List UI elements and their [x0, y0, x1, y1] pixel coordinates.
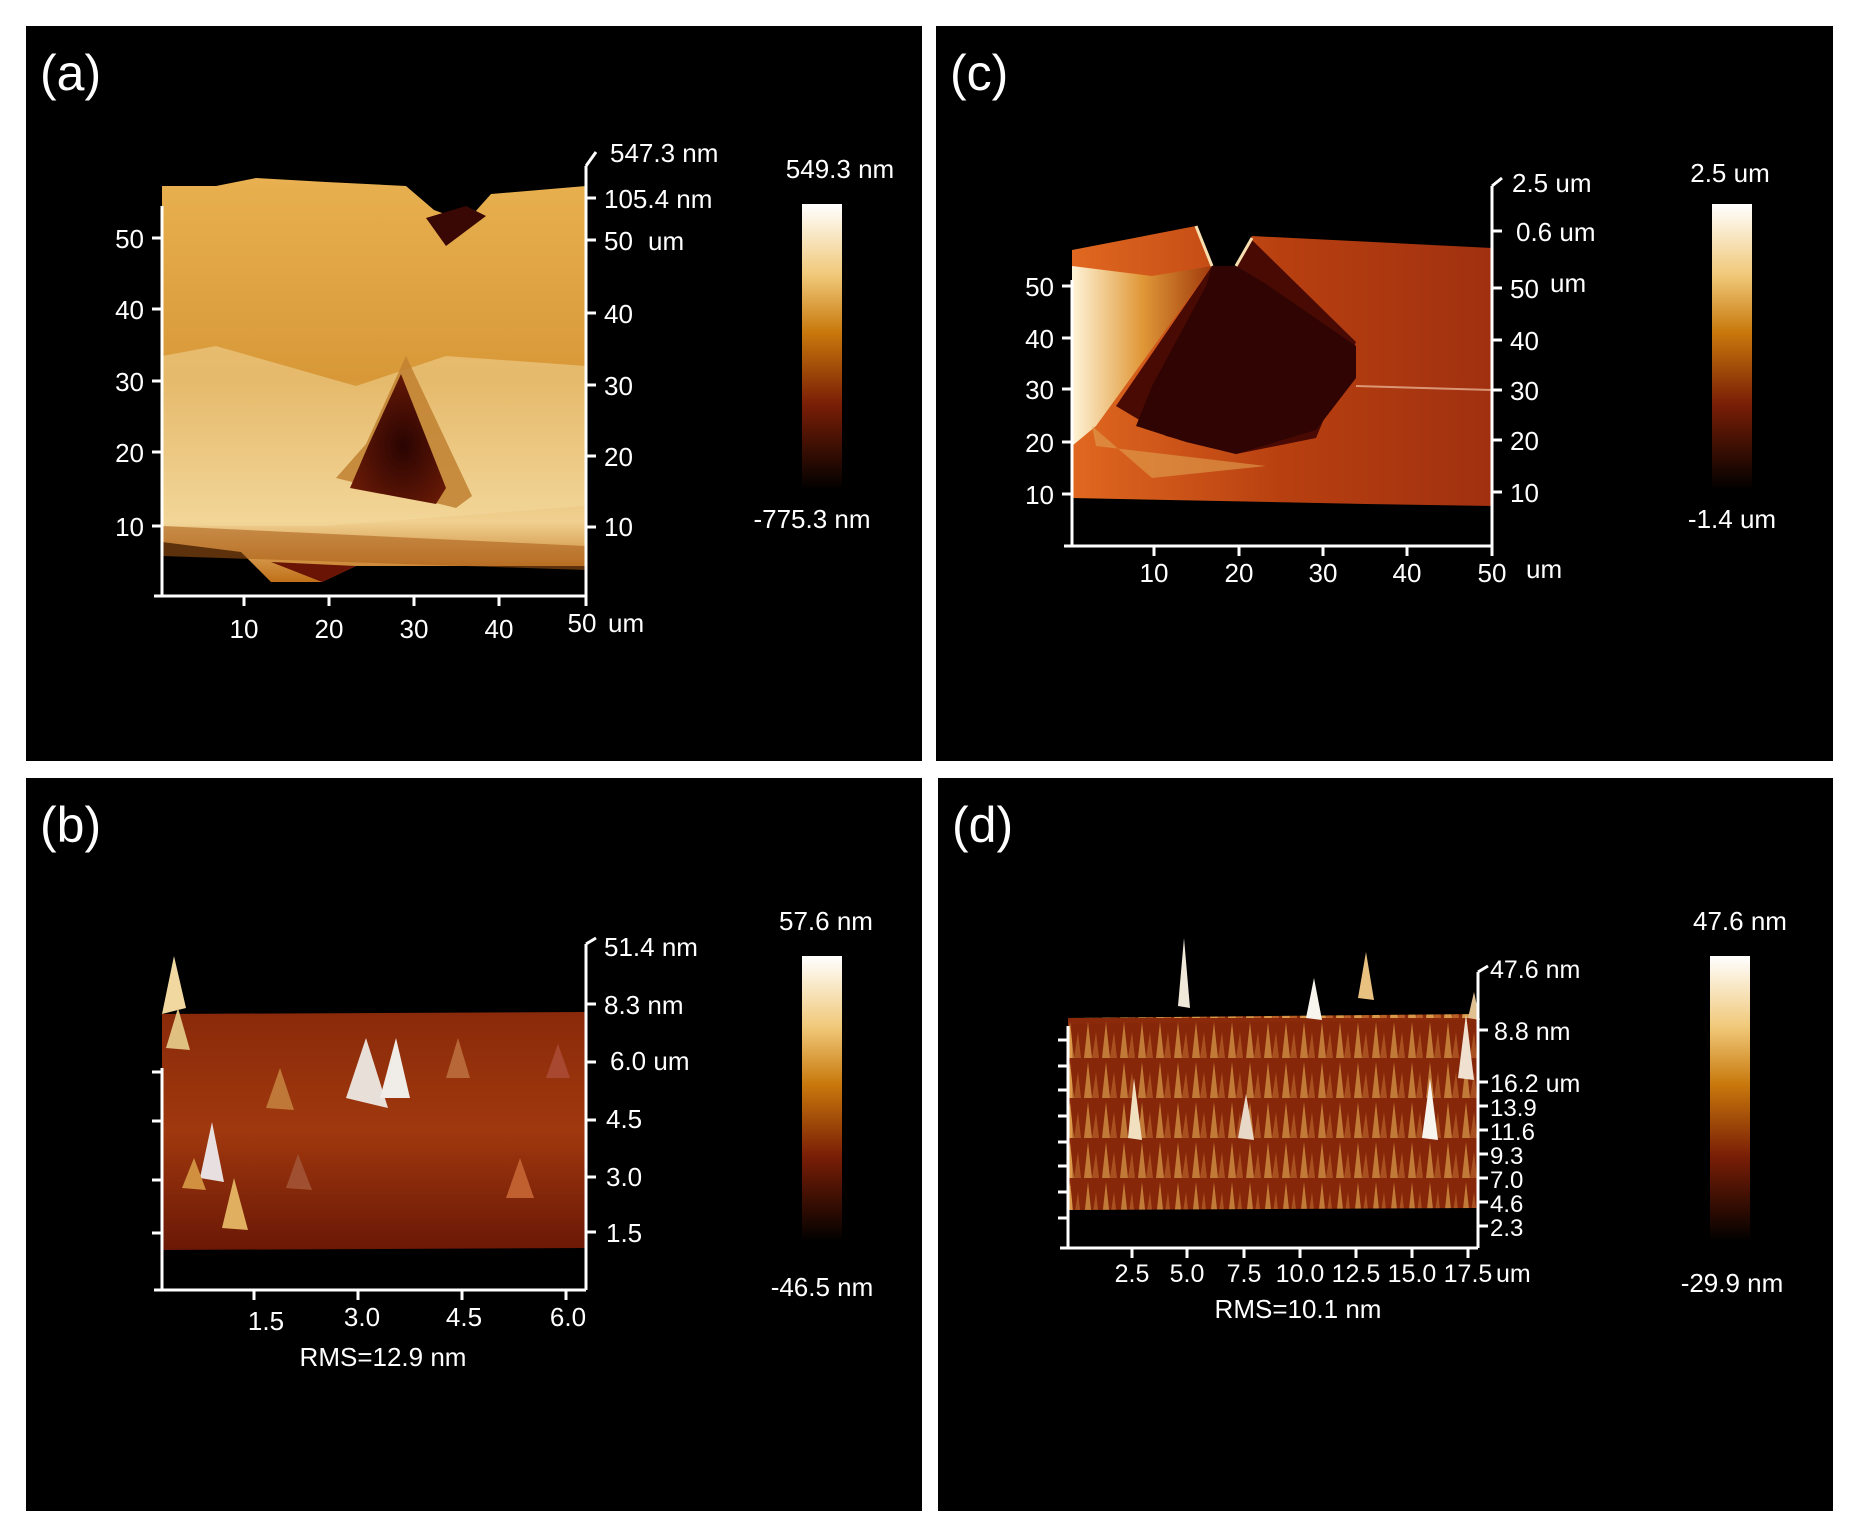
z-label: 8.8 nm: [1494, 1018, 1570, 1046]
panel-a-plot: 50 40 30 20 10 10 20 30 40 50 um 10 20 3…: [115, 138, 894, 644]
x-tick-label: 1.5: [248, 1306, 284, 1336]
x-tick-label: 10: [1140, 558, 1169, 588]
panel-label: (a): [40, 45, 102, 101]
x-unit-label: um: [1496, 1260, 1531, 1288]
right-tick-label: 2.3: [1490, 1215, 1523, 1242]
x-tick-label: 12.5: [1332, 1260, 1381, 1288]
right-tick-label: 3.0: [606, 1162, 642, 1192]
right-tick-label: 13.9: [1490, 1095, 1537, 1122]
colorbar-max-label: 549.3 nm: [786, 154, 894, 184]
right-tick-label: 50: [604, 226, 633, 256]
afm-surface-c: [1072, 225, 1493, 506]
x-tick-label: 6.0: [550, 1302, 586, 1332]
colorbar: [1710, 956, 1750, 1242]
colorbar-max-label: 2.5 um: [1690, 158, 1770, 188]
z-label: 547.3 nm: [610, 138, 718, 168]
y-tick-label: 30: [1025, 375, 1054, 405]
panel-a: 50 40 30 20 10 10 20 30 40 50 um 10 20 3…: [26, 26, 922, 761]
colorbar-min-label: -46.5 nm: [771, 1272, 874, 1302]
y-tick-label: 30: [115, 367, 144, 397]
colorbar: [802, 204, 842, 490]
right-tick-label: 20: [1510, 426, 1539, 456]
x-tick-label: 7.5: [1227, 1260, 1262, 1288]
right-tick-label: 10: [604, 512, 633, 542]
axes-d: [1058, 964, 1489, 1258]
panel-b: 1.5 3.0 4.5 6.0 RMS=12.9 nm 1.5 3.0 4.5 …: [26, 778, 922, 1511]
right-top-label: 6.0 um: [610, 1046, 690, 1076]
x-tick-label: 20: [315, 614, 344, 644]
colorbar: [802, 956, 842, 1242]
z-label: 0.6 um: [1516, 217, 1596, 247]
axes-a: [152, 151, 598, 606]
afm-surface-b: [162, 956, 586, 1250]
right-tick-label: 50: [1510, 274, 1539, 304]
right-tick-label: 40: [1510, 326, 1539, 356]
x-tick-label: 20: [1225, 558, 1254, 588]
panel-label: (d): [952, 797, 1014, 853]
axes-b: [152, 936, 597, 1300]
x-tick-label: 40: [485, 614, 514, 644]
y-tick-label: 50: [115, 224, 144, 254]
x-tick-label: 10.0: [1276, 1260, 1325, 1288]
x-tick-label: 5.0: [1170, 1260, 1205, 1288]
right-tick-label: 30: [604, 371, 633, 401]
y-tick-label: 20: [115, 438, 144, 468]
right-tick-label: 11.6: [1490, 1119, 1535, 1146]
z-label: 47.6 nm: [1490, 956, 1580, 984]
panel-label: (b): [40, 797, 102, 853]
z-label: 105.4 nm: [604, 184, 712, 214]
colorbar-min-label: -29.9 nm: [1681, 1268, 1784, 1298]
z-label: 51.4 nm: [604, 932, 698, 962]
right-tick-label: 4.5: [606, 1104, 642, 1134]
x-tick-label: 10: [230, 614, 259, 644]
x-tick-label: 15.0: [1388, 1260, 1437, 1288]
x-tick-label: 3.0: [344, 1302, 380, 1332]
y-tick-label: 10: [1025, 480, 1054, 510]
x-tick-label: 4.5: [446, 1302, 482, 1332]
y-tick-label: 50: [1025, 272, 1054, 302]
right-top-label: 16.2 um: [1490, 1070, 1580, 1098]
right-tick-label: 1.5: [606, 1218, 642, 1248]
right-unit-label: um: [648, 226, 684, 256]
rms-label: RMS=10.1 nm: [1215, 1294, 1382, 1324]
colorbar-max-label: 47.6 nm: [1693, 906, 1787, 936]
afm-surface-d: [1068, 938, 1480, 1210]
x-tick-label: 2.5: [1115, 1260, 1150, 1288]
z-label: 2.5 um: [1512, 168, 1592, 198]
x-tick-label: 50: [568, 608, 597, 638]
right-tick-label: 30: [1510, 376, 1539, 406]
right-tick-label: 9.3: [1490, 1143, 1523, 1170]
colorbar-min-label: -775.3 nm: [753, 504, 870, 534]
panel-c-plot: 50 40 30 20 10 10 20 30 40 50 um 10 20 3…: [1025, 158, 1776, 588]
rms-label: RMS=12.9 nm: [300, 1342, 467, 1372]
right-tick-label: 7.0: [1490, 1167, 1523, 1194]
right-unit-label: um: [1550, 268, 1586, 298]
panel-label: (c): [950, 45, 1009, 101]
x-tick-label: 30: [1309, 558, 1338, 588]
right-tick-label: 20: [604, 442, 633, 472]
panel-c: 50 40 30 20 10 10 20 30 40 50 um 10 20 3…: [936, 26, 1833, 761]
colorbar-max-label: 57.6 nm: [779, 906, 873, 936]
y-tick-label: 40: [1025, 324, 1054, 354]
colorbar-min-label: -1.4 um: [1688, 504, 1776, 534]
panel-d: 2.5 5.0 7.5 10.0 12.5 15.0 17.5 um RMS=1…: [938, 778, 1833, 1511]
x-tick-label: 17.5: [1444, 1260, 1493, 1288]
x-tick-label: 50: [1478, 558, 1507, 588]
axes-c: [1062, 176, 1503, 556]
y-tick-label: 10: [115, 512, 144, 542]
z-label: 8.3 nm: [604, 990, 684, 1020]
x-tick-label: 30: [400, 614, 429, 644]
panel-d-plot: 2.5 5.0 7.5 10.0 12.5 15.0 17.5 um RMS=1…: [1058, 906, 1787, 1324]
x-tick-label: 40: [1393, 558, 1422, 588]
right-tick-label: 10: [1510, 478, 1539, 508]
right-tick-label: 40: [604, 299, 633, 329]
right-tick-label: 4.6: [1490, 1191, 1523, 1218]
y-tick-label: 20: [1025, 428, 1054, 458]
x-unit-label: um: [1526, 554, 1562, 584]
x-unit-label: um: [608, 608, 644, 638]
y-tick-label: 40: [115, 295, 144, 325]
afm-surface-a: [162, 178, 586, 582]
panel-b-plot: 1.5 3.0 4.5 6.0 RMS=12.9 nm 1.5 3.0 4.5 …: [152, 906, 874, 1372]
colorbar: [1712, 204, 1752, 490]
